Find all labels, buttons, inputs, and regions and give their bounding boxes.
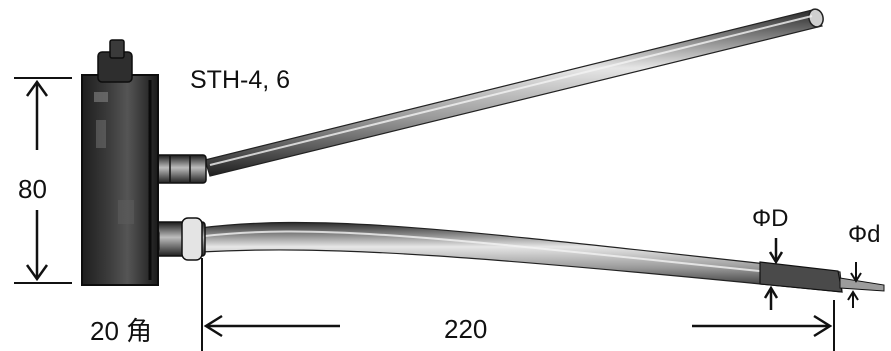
length-dimension [201, 258, 835, 351]
outer-diameter-label: ΦD [752, 205, 788, 232]
inner-diameter-label: Φd [848, 221, 881, 248]
lower-sheath-rod [199, 221, 885, 293]
upper-sheath-rod [204, 8, 824, 177]
outer-diameter-arrows [763, 238, 784, 310]
model-label: STH-4, 6 [190, 66, 290, 94]
inner-diameter-arrows [847, 262, 862, 308]
length-label: 220 [444, 314, 487, 344]
terminal-block [81, 39, 159, 286]
height-label: 80 [18, 174, 47, 204]
height-dimension [14, 77, 72, 284]
block-size-label: 20 角 [90, 316, 152, 346]
